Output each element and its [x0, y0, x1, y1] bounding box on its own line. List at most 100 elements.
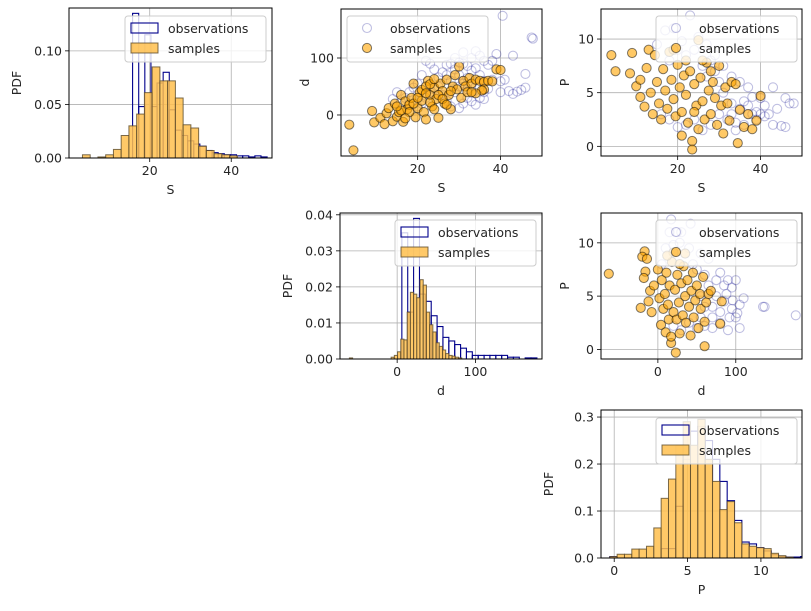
point-samples: [718, 128, 729, 139]
bar-samples: [756, 547, 765, 558]
point-samples: [412, 92, 423, 103]
legend-samples-marker: [670, 246, 682, 258]
point-samples: [751, 115, 762, 126]
legend-frame: [394, 219, 537, 267]
legend-frame: [655, 417, 798, 465]
legend: observations samples: [655, 417, 798, 465]
point-samples: [689, 79, 700, 90]
point-observations: [727, 295, 738, 306]
bar-samples: [726, 501, 736, 558]
ytick-label: 0.02: [305, 279, 333, 294]
point-samples: [647, 109, 658, 120]
bar-samples: [182, 124, 192, 158]
bar-samples: [205, 150, 215, 158]
legend-samples-swatch: [661, 444, 690, 456]
point-samples: [603, 268, 614, 279]
point-observations: [527, 33, 538, 44]
x-axis-label: d: [698, 383, 706, 398]
bar-samples: [128, 125, 138, 158]
ytick-label: 0: [586, 342, 594, 357]
point-samples: [697, 271, 709, 283]
axes-frame: [339, 212, 543, 360]
point-samples: [606, 50, 617, 61]
legend-samples-swatch: [130, 42, 159, 54]
point-samples: [661, 267, 672, 278]
point-samples: [697, 96, 708, 107]
point-observations: [512, 86, 523, 97]
point-observations: [520, 82, 531, 93]
bar-samples: [719, 509, 728, 558]
y-axis-label: d: [297, 79, 312, 87]
bar-samples: [213, 153, 223, 158]
point-observations: [763, 109, 774, 120]
legend-samples-label: samples: [438, 245, 490, 260]
x-axis-label: P: [698, 582, 706, 597]
ytick-label: 0.03: [305, 243, 333, 258]
xtick-label: 0: [654, 364, 662, 379]
point-samples: [689, 106, 700, 118]
legend-observations-label: observations: [168, 21, 248, 36]
legend-frame: [124, 15, 267, 63]
xtick-label: 5: [684, 563, 692, 578]
point-samples: [641, 253, 653, 264]
ytick-label: 0.10: [34, 43, 62, 58]
legend-observations-marker: [670, 22, 682, 34]
point-observations: [767, 119, 779, 130]
point-samples: [682, 275, 693, 286]
xtick-label: 40: [223, 163, 239, 178]
point-observations: [730, 275, 741, 286]
point-observations: [507, 88, 519, 99]
legend-observations-swatch: [400, 226, 429, 238]
point-observations: [470, 63, 481, 74]
point-samples: [391, 101, 403, 112]
point-observations: [724, 312, 735, 323]
point-observations: [516, 84, 527, 95]
point-observations: [707, 323, 718, 334]
point-observations: [776, 120, 787, 132]
bar-observations: [799, 556, 802, 558]
legend-observations-marker: [670, 226, 682, 238]
point-samples: [705, 109, 716, 120]
point-observations: [759, 111, 770, 122]
point-samples: [701, 297, 712, 308]
point-samples: [454, 61, 465, 72]
xtick-label: 20: [142, 163, 158, 178]
point-observations: [503, 85, 514, 97]
xtick-label: 20: [670, 161, 686, 176]
legend-samples-marker: [361, 42, 373, 54]
x-axis-label: S: [698, 180, 706, 195]
point-samples: [624, 68, 636, 79]
point-samples: [680, 89, 692, 100]
point-observations: [721, 288, 732, 300]
legend-frame: [655, 15, 798, 63]
point-observations: [759, 301, 770, 312]
point-samples: [662, 299, 674, 310]
point-samples: [641, 62, 652, 74]
point-samples: [674, 82, 685, 93]
plot-area: [344, 10, 538, 156]
point-observations: [495, 87, 506, 98]
point-samples: [429, 73, 440, 85]
bar-samples: [741, 543, 750, 558]
legend-observations-label: observations: [699, 423, 779, 438]
plot-area: [609, 418, 802, 558]
bar-samples: [143, 92, 153, 158]
ytick-label: 0.3: [574, 410, 594, 425]
point-samples: [610, 66, 621, 77]
x-axis-label: S: [167, 182, 175, 197]
legend: observations samples: [655, 15, 798, 63]
point-samples: [676, 130, 687, 141]
point-samples: [646, 307, 657, 318]
point-observations: [767, 82, 779, 93]
bar-samples: [748, 545, 758, 558]
point-observations: [734, 323, 745, 334]
ytick-label: 0.00: [305, 352, 333, 367]
point-samples: [666, 331, 677, 342]
point-observations: [722, 275, 734, 286]
point-samples: [743, 109, 754, 120]
point-samples: [682, 117, 694, 128]
axes-frame: [600, 8, 803, 157]
ytick-label: 0.1: [574, 504, 594, 519]
point-samples: [685, 330, 696, 341]
